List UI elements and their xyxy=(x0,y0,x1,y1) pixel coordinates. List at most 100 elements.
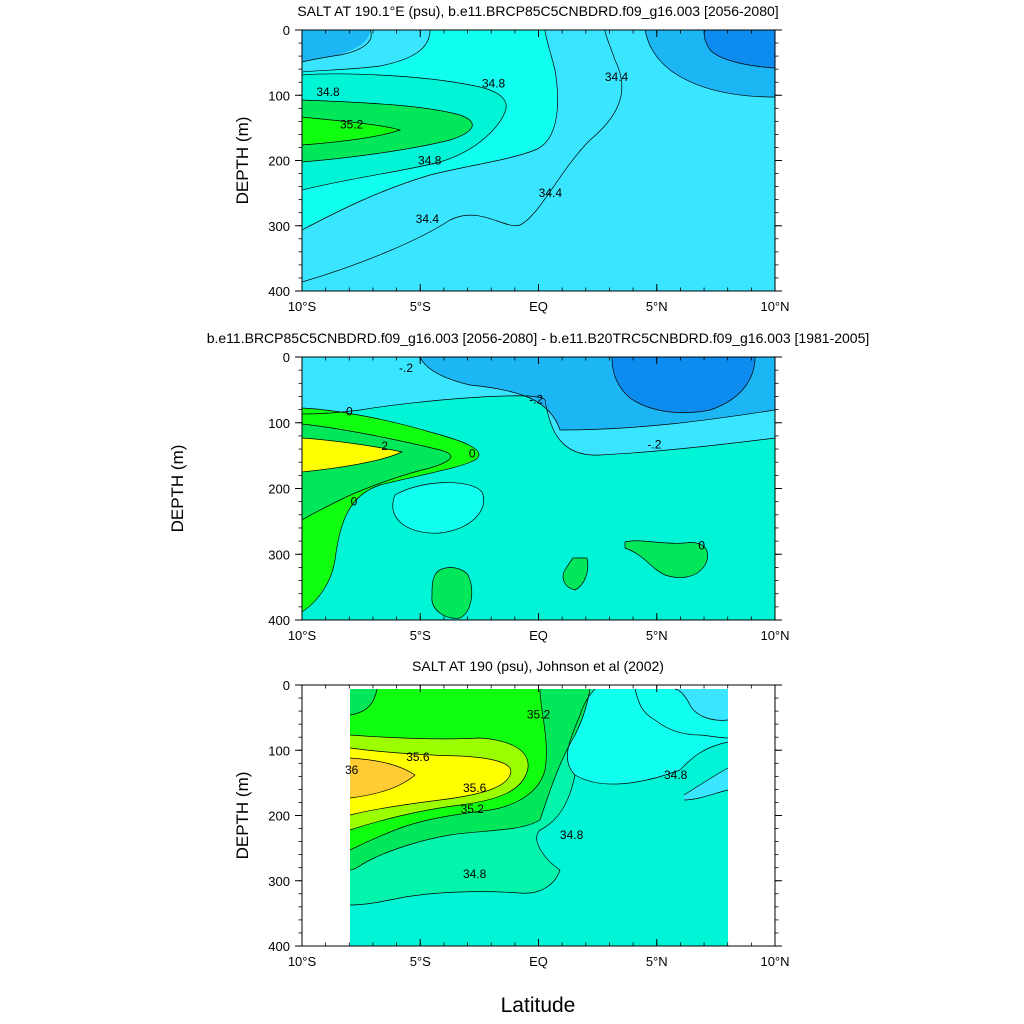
x-tick-label: EQ xyxy=(529,628,548,643)
y-tick-label: 300 xyxy=(268,219,290,234)
p1-fill-core xyxy=(302,117,400,145)
y-axis-label: DEPTH (m) xyxy=(233,772,252,860)
y-tick-label: 400 xyxy=(268,939,290,954)
p1-contour-8 xyxy=(302,30,372,63)
y-tick-label: 400 xyxy=(268,613,290,628)
p3-fill-freshest xyxy=(675,689,728,721)
contour-label: 36 xyxy=(345,763,359,777)
p1-contour-2 xyxy=(302,73,507,191)
p1-contour-9 xyxy=(302,30,431,73)
panel-3: SALT AT 190 (psu), Johnson et al (2002) xyxy=(233,658,790,969)
y-tick-label: 100 xyxy=(268,416,290,431)
p2-contour-2 xyxy=(419,357,775,431)
p3-contour-10 xyxy=(683,767,729,801)
contour-label: -.2 xyxy=(399,361,413,375)
contour-label: 34.8 xyxy=(560,828,584,842)
contour-label: -.2 xyxy=(529,393,543,407)
panel-3-axes: 10°S 5°S EQ 5°N 10°N 0 100 200 300 400 DEPTH (m) xyxy=(233,678,790,969)
contour-label: 34.8 xyxy=(482,77,506,91)
x-tick-label: 5°S xyxy=(410,954,431,969)
p3-contour-5 xyxy=(349,688,547,851)
p2-fill-neg-strong xyxy=(612,357,755,413)
contour-label: 34.4 xyxy=(605,70,629,84)
panel-2: b.e11.BRCP85C5CNBDRD.f09_g16.003 [2056-2… xyxy=(168,330,869,643)
x-tick-label: 10°N xyxy=(760,954,789,969)
x-tick-label: 5°S xyxy=(410,299,431,314)
p2-contour-1 xyxy=(302,395,775,456)
p2-fill-neg-eddy xyxy=(392,482,484,534)
y-tick-label: 0 xyxy=(283,23,290,38)
contour-label: 34.4 xyxy=(539,186,563,200)
p3-fill-core xyxy=(350,758,415,798)
p1-contour-7 xyxy=(703,30,775,69)
p1-contour-3 xyxy=(302,99,473,163)
panel-1-field xyxy=(302,30,775,291)
contour-label: 35.6 xyxy=(463,781,487,795)
x-tick-label: EQ xyxy=(529,299,548,314)
p2-fill-pos-max xyxy=(302,438,402,472)
p1-fill-nw-blue xyxy=(302,30,372,62)
p2-contour-9 xyxy=(562,557,589,591)
panel-2-contour-labels: -.2 -.2 0 2 0 -.2 0 0 xyxy=(346,361,705,553)
p2-fill-pos-blob-a xyxy=(431,567,472,619)
p1-contour-5 xyxy=(302,30,623,283)
contour-label: 34.4 xyxy=(416,212,440,226)
p2-contour-7 xyxy=(392,482,485,534)
p1-contour-6 xyxy=(644,30,775,98)
p3-contour-7 xyxy=(349,688,596,906)
contour-label: 0 xyxy=(346,405,353,419)
contour-label: 35.6 xyxy=(406,750,430,764)
panel-1-title: SALT AT 190.1°E (psu), b.e11.BRCP85C5CNB… xyxy=(297,3,778,19)
y-tick-label: 400 xyxy=(268,284,290,299)
x-tick-label: 5°N xyxy=(646,299,668,314)
x-axis-label: Latitude xyxy=(501,994,576,1017)
contour-label: 34.8 xyxy=(664,768,688,782)
contour-label: 35.2 xyxy=(527,707,551,721)
p3-fill-band-c xyxy=(350,689,377,715)
panel-3-title: SALT AT 190 (psu), Johnson et al (2002) xyxy=(412,658,664,674)
p1-fill-nw-cyan xyxy=(302,30,430,72)
y-tick-label: 200 xyxy=(268,809,290,824)
panel-2-field xyxy=(302,357,775,620)
p3-fill-fresh xyxy=(350,689,728,785)
p3-contour-3 xyxy=(349,747,512,816)
p2-contour-10 xyxy=(624,540,708,578)
contour-label: -.2 xyxy=(647,437,661,451)
panel-1: SALT AT 190.1°E (psu), b.e11.BRCP85C5CNB… xyxy=(233,3,790,314)
y-tick-label: 300 xyxy=(268,547,290,562)
p3-fill-fresh-patch xyxy=(684,768,728,800)
x-tick-label: 10°N xyxy=(760,299,789,314)
x-tick-label: 10°N xyxy=(760,628,789,643)
p2-fill-pos-blob-c xyxy=(625,540,708,578)
p1-fill-ne-dark xyxy=(704,30,775,68)
y-tick-label: 300 xyxy=(268,874,290,889)
x-tick-label: 5°N xyxy=(646,954,668,969)
y-tick-label: 200 xyxy=(268,482,290,497)
y-tick-label: 100 xyxy=(268,88,290,103)
contour-label: 35.2 xyxy=(461,802,485,816)
panel-1-contour-labels: 34.8 34.8 35.2 34.8 34.4 34.4 34.4 xyxy=(316,70,628,226)
x-tick-label: 5°S xyxy=(410,628,431,643)
contour-label: 34.8 xyxy=(463,867,487,881)
contour-label: 34.8 xyxy=(418,154,442,168)
x-tick-label: 10°S xyxy=(288,628,317,643)
contour-label: 2 xyxy=(381,439,388,453)
x-tick-label: 10°S xyxy=(288,299,317,314)
y-tick-label: 100 xyxy=(268,743,290,758)
p3-contour-8 xyxy=(574,741,729,785)
p1-contour-4 xyxy=(302,116,402,146)
y-tick-label: 0 xyxy=(283,350,290,365)
y-axis-label: DEPTH (m) xyxy=(233,117,252,205)
contour-label: 35.2 xyxy=(340,118,364,132)
contour-label: 34.8 xyxy=(316,85,340,99)
p3-contour-1 xyxy=(349,688,378,716)
panel-1-axes: 10°S 5°S EQ 5°N 10°N 0 100 200 300 400 DEPTH (m) xyxy=(233,23,790,314)
y-tick-label: 0 xyxy=(283,678,290,693)
x-tick-label: 10°S xyxy=(288,954,317,969)
p3-contour-2 xyxy=(349,734,529,831)
panel-3-contour-labels: 35.2 35.6 36 35.6 35.2 34.8 34.8 34.8 xyxy=(345,707,688,881)
y-axis-label: DEPTH (m) xyxy=(168,445,187,533)
p2-contour-3 xyxy=(611,357,756,414)
